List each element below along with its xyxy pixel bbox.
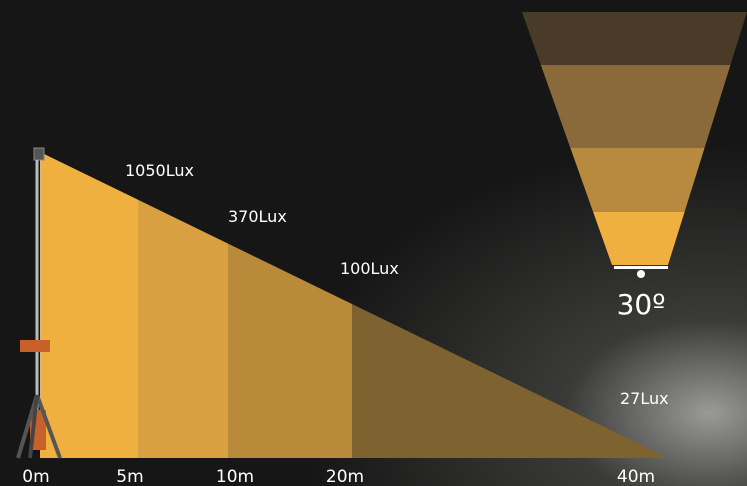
lux-label: 100Lux xyxy=(340,259,399,278)
distance-label: 20m xyxy=(326,467,364,486)
lux-label: 1050Lux xyxy=(125,161,194,180)
distance-label: 10m xyxy=(216,467,254,486)
beam-angle: 30º xyxy=(617,288,666,321)
lux-label: 370Lux xyxy=(228,207,287,226)
zone-1 xyxy=(40,152,138,458)
lux-label: 27Lux xyxy=(620,389,669,408)
tripod xyxy=(16,147,62,459)
cone-band xyxy=(522,12,747,65)
lamp-icon xyxy=(614,266,668,278)
distance-label: 0m xyxy=(22,467,49,486)
distance-label: 40m xyxy=(617,467,655,486)
distance-label: 5m xyxy=(116,467,143,486)
